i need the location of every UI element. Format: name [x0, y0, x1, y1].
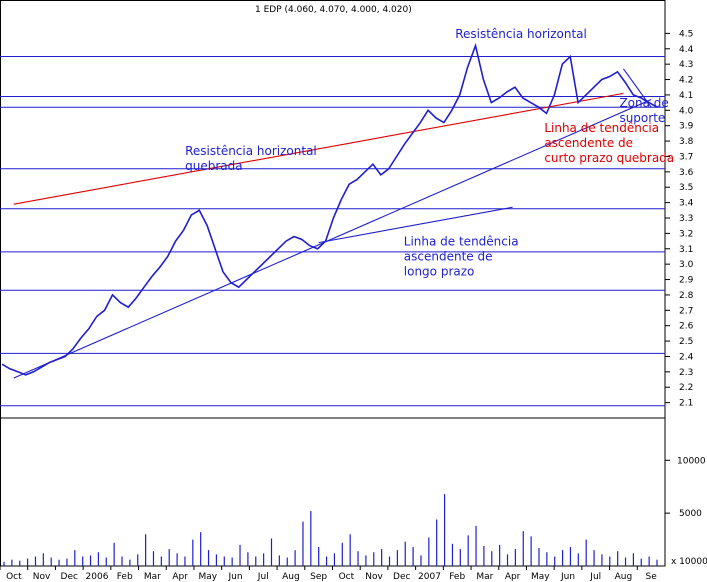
y-tick-label: 3.9 [679, 122, 694, 132]
annotation-text: ascendente de [544, 136, 633, 150]
annotation-text: suporte [619, 111, 665, 125]
annotation-text: quebrada [185, 159, 242, 173]
y-tick-label: 4.2 [679, 76, 693, 86]
y-tick-label: 3.8 [679, 137, 694, 147]
annotation-text: Resistência horizontal [455, 27, 587, 41]
x-tick-label: 2007 [418, 572, 441, 582]
x-tick-label: Apr [172, 572, 188, 582]
y-tick-label: 3.0 [679, 260, 694, 270]
y-tick-label: 2.1 [679, 399, 693, 409]
x-tick-label: Feb [117, 572, 133, 582]
price-layer [1, 42, 658, 376]
x-tick-label: Oct [339, 572, 355, 582]
x-tick-label: Sep [310, 572, 327, 582]
trendlines-layer [13, 68, 652, 379]
y-tick-label: 3.1 [679, 245, 693, 255]
y-tick-label: 2.5 [679, 337, 693, 347]
x-tick-label: Oct [6, 572, 22, 582]
y-tick-label: 2.2 [679, 383, 693, 393]
volume-tick-label: 10000 [677, 456, 706, 466]
annotation-text: ascendente de [404, 250, 493, 264]
y-tick-label: 4.0 [679, 106, 694, 116]
annotation-text: Linha de tendência [404, 235, 519, 249]
annotation-text: curto prazo quebrada [544, 151, 674, 165]
y-tick-label: 3.4 [679, 199, 694, 209]
y-tick-label: 4.1 [679, 91, 693, 101]
y-tick-label: 2.9 [679, 276, 694, 286]
annotation-text: Zona de [619, 96, 668, 110]
x-tick-label: Jul [589, 572, 601, 582]
x-tick-label: Jun [560, 572, 575, 582]
price-line [1, 42, 658, 376]
y-tick-label: 3.3 [679, 214, 693, 224]
y-tick-label: 3.6 [679, 168, 694, 178]
x-tick-label: Apr [505, 572, 521, 582]
y-tick-label: 3.5 [679, 183, 693, 193]
axes-layer: 2.1 2.2 2.3 2.4 2.5 2.6 2.7 2.8 2.9 3.0 3.1 3.2 3.3 3… [0, 29, 707, 582]
x-tick-label: Aug [282, 572, 300, 582]
x-tick-label: Nov [33, 572, 51, 582]
annotation-text: Resistência horizontal [185, 144, 317, 158]
trendline-triangle-top [318, 206, 513, 244]
x-tick-label: Mar [144, 572, 161, 582]
x-tick-label: Dec [393, 572, 410, 582]
annotation-text: Linha de tendência [544, 121, 659, 135]
annotation-text: longo prazo [404, 265, 475, 279]
y-tick-label: 2.3 [679, 368, 693, 378]
x-tick-label: Jun [227, 572, 242, 582]
x-tick-label: Dec [61, 572, 78, 582]
annotations-layer: Resistência horizontal Resistência horizo… [185, 27, 674, 279]
y-tick-label: 2.8 [679, 291, 694, 301]
x-tick-label: Mar [476, 572, 493, 582]
volume-layer [3, 494, 658, 566]
y-tick-label: 2.6 [679, 322, 694, 332]
volume-tick-label: 5000 [679, 509, 702, 519]
y-tick-label: 3.7 [679, 152, 693, 162]
x-tick-label: May [199, 572, 218, 582]
y-tick-label: 3.2 [679, 229, 693, 239]
x-tick-label: Feb [449, 572, 465, 582]
y-tick-label: 2.4 [679, 352, 694, 362]
x-tick-label: May [531, 572, 550, 582]
x-tick-label: Se [646, 572, 658, 582]
chart-header: 1 EDP (4.060, 4.070, 4.000, 4.020) [255, 5, 412, 15]
y-tick-label: 4.4 [679, 45, 694, 55]
trendline-long-term-support [13, 99, 652, 379]
y-tick-label: 4.3 [679, 60, 693, 70]
volume-unit-label: x 10000 [671, 557, 707, 567]
x-tick-label: Nov [365, 572, 383, 582]
trendline-short-term-support [13, 92, 624, 205]
x-tick-label: Jul [257, 572, 269, 582]
x-tick-label: Aug [615, 572, 633, 582]
y-tick-label: 4.5 [679, 29, 693, 39]
x-tick-label: 2006 [86, 572, 109, 582]
y-tick-label: 2.7 [679, 306, 693, 316]
